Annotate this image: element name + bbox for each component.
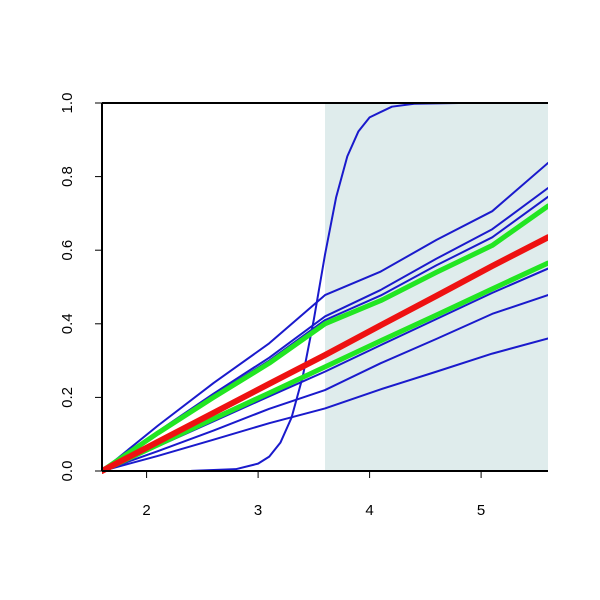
x-tick-label: 5 bbox=[477, 502, 485, 519]
series-line bbox=[102, 234, 548, 474]
x-tick-label: 4 bbox=[365, 502, 373, 519]
y-tick-label: 0.4 bbox=[59, 313, 76, 334]
shaded-region bbox=[325, 103, 548, 471]
x-tick-label: 2 bbox=[142, 502, 150, 519]
series-line bbox=[102, 337, 548, 472]
x-tick-label: 3 bbox=[254, 502, 262, 519]
series-line bbox=[102, 161, 548, 472]
series-line bbox=[102, 102, 548, 472]
y-tick-label: 0.2 bbox=[59, 387, 76, 408]
series-line bbox=[102, 203, 548, 474]
y-tick-label: 0.6 bbox=[59, 240, 76, 261]
y-tick-label: 0.0 bbox=[59, 461, 76, 482]
series-line bbox=[102, 260, 548, 474]
y-tick-label: 0.8 bbox=[59, 166, 76, 187]
y-tick-label: 1.0 bbox=[59, 93, 76, 114]
series-line bbox=[102, 294, 548, 472]
